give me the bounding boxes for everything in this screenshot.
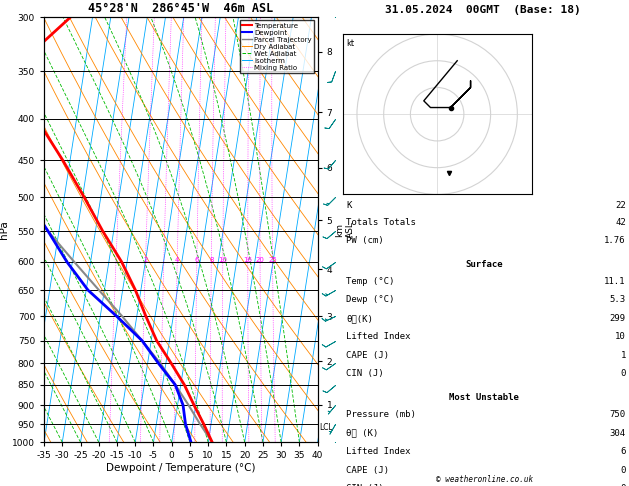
Y-axis label: hPa: hPa bbox=[0, 220, 9, 239]
Text: CIN (J): CIN (J) bbox=[346, 484, 384, 486]
Text: 304: 304 bbox=[610, 429, 626, 438]
Text: θᴇ (K): θᴇ (K) bbox=[346, 429, 378, 438]
Text: 42: 42 bbox=[615, 218, 626, 227]
Text: 299: 299 bbox=[610, 314, 626, 323]
Text: CAPE (J): CAPE (J) bbox=[346, 351, 389, 360]
Text: 0: 0 bbox=[620, 484, 626, 486]
Text: Lifted Index: Lifted Index bbox=[346, 332, 411, 342]
Text: 45°28'N  286°45'W  46m ASL: 45°28'N 286°45'W 46m ASL bbox=[88, 1, 274, 15]
Text: 20: 20 bbox=[255, 257, 264, 262]
Text: 31.05.2024  00GMT  (Base: 18): 31.05.2024 00GMT (Base: 18) bbox=[385, 4, 581, 15]
Text: 6: 6 bbox=[194, 257, 199, 262]
Text: 16: 16 bbox=[243, 257, 252, 262]
Text: Most Unstable: Most Unstable bbox=[449, 393, 520, 402]
Text: 750: 750 bbox=[610, 410, 626, 419]
Text: PW (cm): PW (cm) bbox=[346, 236, 384, 245]
Y-axis label: km
ASL: km ASL bbox=[335, 221, 355, 238]
Text: K: K bbox=[346, 201, 352, 210]
Text: 11.1: 11.1 bbox=[604, 277, 626, 286]
Text: CIN (J): CIN (J) bbox=[346, 369, 384, 379]
Text: 8: 8 bbox=[209, 257, 213, 262]
Text: 1.76: 1.76 bbox=[604, 236, 626, 245]
Text: 0: 0 bbox=[620, 466, 626, 475]
Text: kt: kt bbox=[347, 39, 355, 48]
Text: 10: 10 bbox=[218, 257, 227, 262]
Text: 10: 10 bbox=[615, 332, 626, 342]
Text: © weatheronline.co.uk: © weatheronline.co.uk bbox=[436, 474, 533, 484]
Text: 0: 0 bbox=[620, 369, 626, 379]
Legend: Temperature, Dewpoint, Parcel Trajectory, Dry Adiabat, Wet Adiabat, Isotherm, Mi: Temperature, Dewpoint, Parcel Trajectory… bbox=[240, 20, 314, 73]
X-axis label: Dewpoint / Temperature (°C): Dewpoint / Temperature (°C) bbox=[106, 463, 255, 473]
Text: 22: 22 bbox=[615, 201, 626, 210]
Text: 5.3: 5.3 bbox=[610, 295, 626, 305]
Text: 6: 6 bbox=[620, 447, 626, 456]
Text: 2: 2 bbox=[143, 257, 148, 262]
Text: LCL: LCL bbox=[320, 423, 333, 433]
Text: Surface: Surface bbox=[465, 260, 503, 269]
Text: Lifted Index: Lifted Index bbox=[346, 447, 411, 456]
Text: Pressure (mb): Pressure (mb) bbox=[346, 410, 416, 419]
Text: θᴇ(K): θᴇ(K) bbox=[346, 314, 373, 323]
Text: Temp (°C): Temp (°C) bbox=[346, 277, 394, 286]
Text: Dewp (°C): Dewp (°C) bbox=[346, 295, 394, 305]
Text: 25: 25 bbox=[268, 257, 277, 262]
Text: 4: 4 bbox=[175, 257, 179, 262]
Text: CAPE (J): CAPE (J) bbox=[346, 466, 389, 475]
Text: Totals Totals: Totals Totals bbox=[346, 218, 416, 227]
Text: 1: 1 bbox=[620, 351, 626, 360]
